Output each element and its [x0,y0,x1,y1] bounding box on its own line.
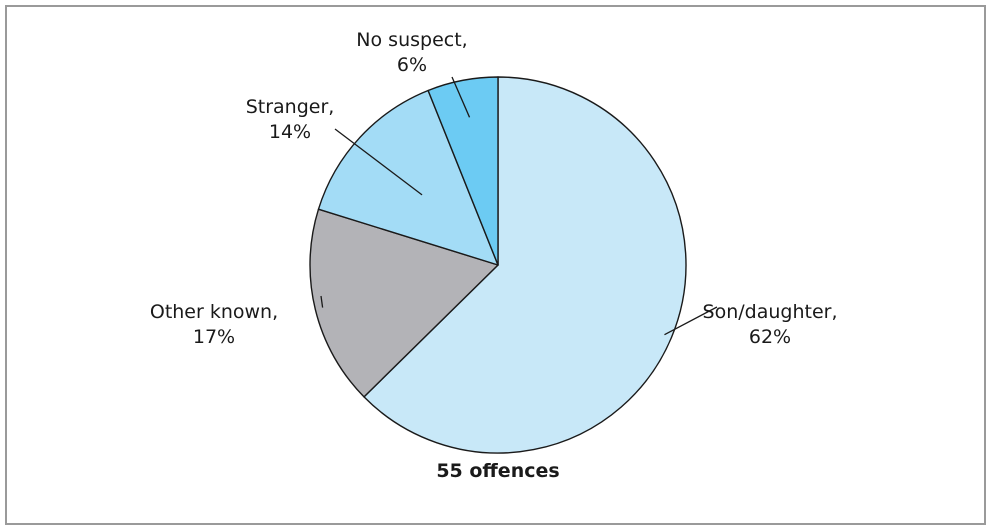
slice-labels: Son/daughter, 62% Other known, 17% Stranger,… [150,29,838,348]
slice-label: Other known, 17% [150,301,278,348]
slice-label-percent: 62% [749,326,791,348]
pie-slice [363,76,687,454]
slice-label-percent: 6% [397,54,427,76]
chart-title: 55 offences [436,460,559,482]
slice-label-percent: 17% [193,326,235,348]
slice-label: Son/daughter, 62% [703,301,838,348]
slice-label: No suspect, 6% [356,29,467,76]
slice-label-category: No suspect, [356,29,467,51]
slice-label: Stranger, 14% [246,96,335,143]
slice-leader-line [320,295,324,308]
slice-leader-line [334,128,423,196]
slice-leader-line [664,306,718,336]
pie-slices [309,76,687,454]
pie-chart: Son/daughter, 62% Other known, 17% Stranger,… [150,29,838,482]
slice-label-category: Other known, [150,301,278,323]
slice-leader-line [451,76,471,118]
slice-label-percent: 14% [269,121,311,143]
label-leaders [320,76,718,336]
pie-slice [427,76,499,266]
pie-slice [317,89,499,266]
pie-slice [309,208,499,398]
slice-label-category: Son/daughter, [703,301,838,323]
slice-label-category: Stranger, [246,96,335,118]
